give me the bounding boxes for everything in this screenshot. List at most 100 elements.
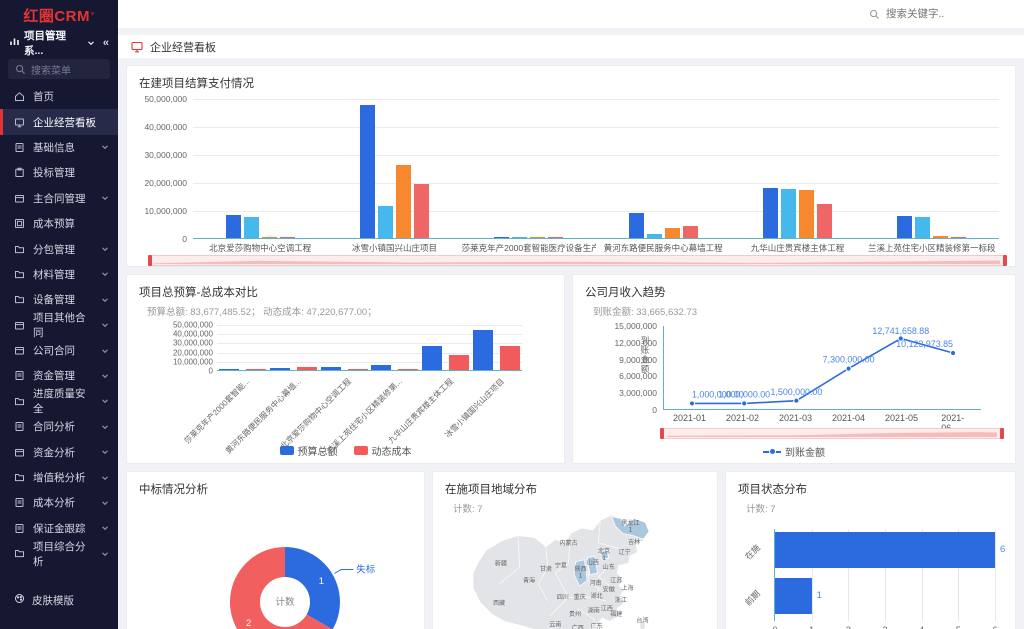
bar[interactable] [897,215,913,238]
data-point[interactable] [949,349,957,357]
province-label-安徽[interactable]: 安徽 [603,586,615,594]
bar[interactable] [664,227,680,238]
sidebar-item-1[interactable]: 企业经营看板 [0,109,118,136]
bar[interactable] [798,190,814,238]
sidebar-item-13[interactable]: 合同分析 [0,414,118,439]
sidebar-item-17[interactable]: 保证金跟踪 [0,516,118,541]
plot-area[interactable] [193,99,999,239]
bar[interactable] [243,216,259,238]
province-label-四川[interactable]: 四川 [557,594,569,601]
province-label-台湾[interactable]: 台湾 [636,617,648,625]
bar[interactable] [682,225,698,238]
sidebar-item-18[interactable]: 项目综合分析 [0,541,118,568]
province-label-黑龙江[interactable]: 黑龙江 [621,519,639,527]
bar[interactable] [530,236,546,238]
bar[interactable] [933,235,949,238]
province-label-陕西[interactable]: 陕西 [575,565,587,573]
bar-group[interactable] [865,215,999,238]
province-label-内蒙古[interactable]: 内蒙古 [559,539,577,547]
province-label-北京[interactable]: 北京 [598,547,610,555]
sidebar-item-12[interactable]: 进度质量安全 [0,388,118,415]
province-label-云南[interactable]: 云南 [549,620,561,628]
bar[interactable] [780,189,796,238]
bar[interactable] [951,236,967,238]
bar[interactable] [548,236,564,238]
sidebar-item-2[interactable]: 基础信息 [0,135,118,160]
bar[interactable] [371,365,392,370]
province-label-江苏[interactable]: 江苏 [610,576,622,584]
province-label-吉林[interactable]: 吉林 [628,538,640,546]
bar-group[interactable] [319,367,370,370]
province-label-湖南[interactable]: 湖南 [588,606,600,614]
bar[interactable] [646,233,662,238]
bar-group[interactable] [369,365,420,370]
sidebar-item-skin-template[interactable]: 皮肤模版 [0,585,118,615]
province-label-辽宁[interactable]: 辽宁 [619,548,631,556]
bar[interactable] [261,236,277,238]
bar[interactable] [494,236,510,238]
global-search-input[interactable] [886,8,1006,20]
workspace-selector[interactable]: 项目管理系... « [0,30,118,57]
sidebar-item-0[interactable]: 首页 [0,84,118,109]
bar[interactable] [320,367,341,370]
bar-在施[interactable] [775,532,995,568]
province-label-江西[interactable]: 江西 [601,605,613,612]
province-label-山东[interactable]: 山东 [603,563,615,571]
plot-area[interactable]: 6 1 0 1 2 3 4 5 6 [772,529,1005,629]
bar[interactable] [377,205,393,238]
datazoom-slider[interactable] [148,255,1007,266]
bar-group[interactable] [596,212,730,238]
bar-group[interactable] [462,236,596,238]
bar-group[interactable] [420,346,471,370]
bar[interactable] [628,212,644,238]
bar[interactable] [279,236,295,238]
sidebar-item-14[interactable]: 资金分析 [0,439,118,464]
province-label-河南[interactable]: 河南 [590,579,602,587]
data-point[interactable] [688,400,696,407]
bar[interactable] [512,236,528,238]
province-label-新疆[interactable]: 新疆 [495,559,507,567]
bar[interactable] [816,203,832,238]
datazoom-slider[interactable] [660,428,1004,439]
province-label-甘肃[interactable]: 甘肃 [540,565,552,573]
data-point[interactable] [741,400,748,407]
bar[interactable] [296,367,317,370]
province-label-青海[interactable]: 青海 [523,576,535,584]
province-label-贵州[interactable]: 贵州 [569,610,581,618]
sidebar-item-11[interactable]: 资金管理 [0,363,118,388]
sidebar-item-4[interactable]: 主合同管理 [0,186,118,211]
data-point[interactable] [845,365,852,372]
sidebar-collapse-button[interactable]: « [102,37,109,49]
bar[interactable] [225,215,241,238]
bar[interactable] [269,368,290,370]
province-label-广西[interactable]: 广西 [572,624,584,629]
bar[interactable] [395,164,411,238]
bar[interactable] [422,346,443,370]
sidebar-item-7[interactable]: 材料管理 [0,262,118,287]
bar[interactable] [218,368,239,370]
plot-area[interactable]: 1,000,000.00 1,000,000.00 1,500,000.00 7,30… [663,326,981,410]
bar[interactable] [359,105,375,238]
legend-item[interactable]: 动态成本 [353,443,412,458]
bar[interactable] [413,184,429,238]
province-label-广东[interactable]: 广东 [590,622,602,629]
bar-group[interactable] [730,187,864,238]
sidebar-item-9[interactable]: 项目其他合同 [0,312,118,339]
bar[interactable] [500,346,521,370]
bid-donut-chart[interactable]: 1失标2中标计数 [127,500,424,629]
sidebar-item-5[interactable]: 成本预算 [0,211,118,236]
bar-group[interactable] [217,368,268,370]
bar[interactable] [245,368,266,370]
legend-item[interactable]: 到账金额 [763,444,825,459]
bar-group[interactable] [268,367,319,370]
settlement-bar-chart[interactable]: 50,000,000 40,000,000 30,000,000 20,000,000… [135,94,1005,253]
province-label-西藏[interactable]: 西藏 [493,599,505,607]
sidebar-item-15[interactable]: 增值税分析 [0,465,118,490]
budget-bar-chart[interactable]: 50,000,000 40,000,000 30,000,000 20,000,000… [127,321,564,456]
bar[interactable] [398,368,419,370]
legend-item[interactable]: 预算总额 [279,443,338,458]
menu-search-input[interactable]: 搜索菜单 [8,59,110,79]
bar-前期[interactable] [775,578,812,614]
bar[interactable] [915,216,931,238]
